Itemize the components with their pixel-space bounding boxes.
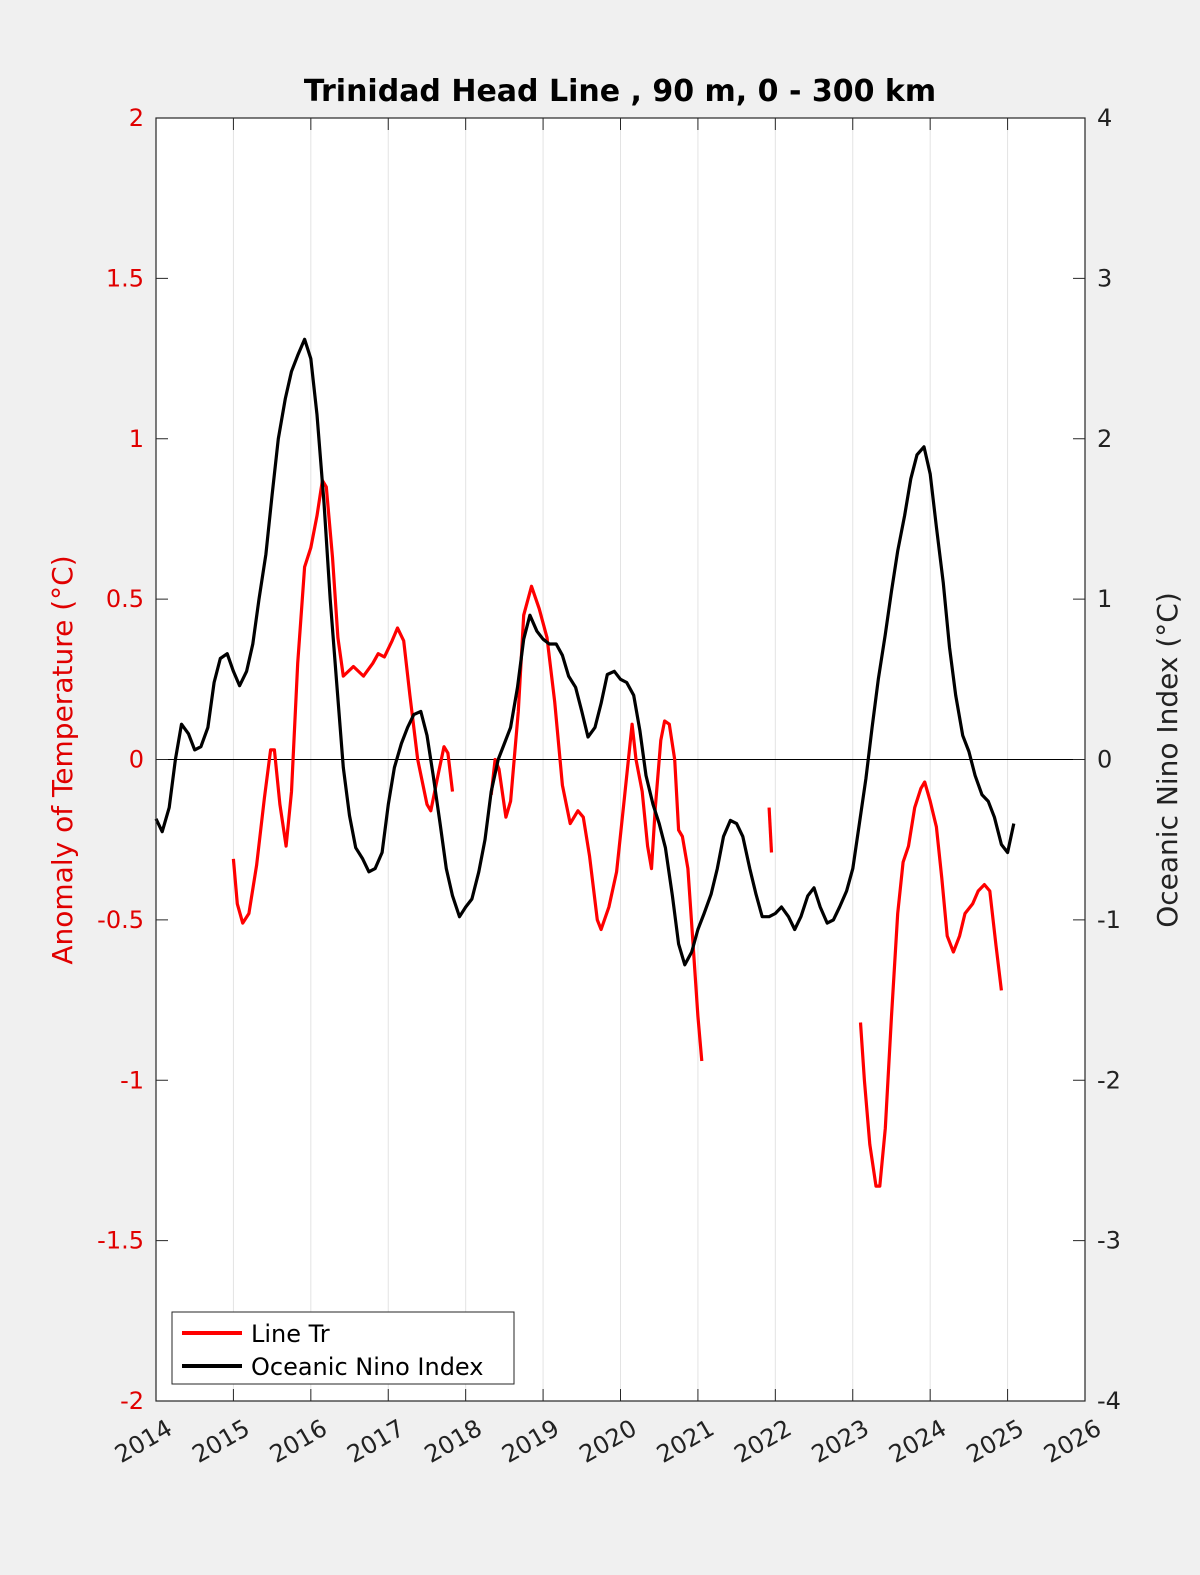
legend: Line Tr Oceanic Nino Index: [171, 1311, 515, 1385]
x-tick-label: 2014: [110, 1414, 177, 1469]
y-axis-right-label: Oceanic Nino Index (°C): [1151, 592, 1184, 928]
x-tick-label: 2025: [962, 1414, 1029, 1469]
x-tick-labels: 2014 2015 2016 2017 2018 2019 2020 2021 2022 2023…: [110, 1414, 1106, 1469]
y-left-tick-label: 0.5: [106, 585, 144, 613]
x-tick-label: 2018: [420, 1414, 487, 1469]
chart-title: Trinidad Head Line , 90 m, 0 - 300 km: [304, 74, 936, 109]
x-tick-label: 2026: [1039, 1414, 1106, 1469]
y-left-tick-label: 0: [129, 746, 144, 774]
line-tr-series: [767, 807, 774, 853]
x-tick-label: 2017: [342, 1414, 409, 1469]
oceanic-nino-index-series: [154, 337, 1016, 967]
y-right-tick-label: -4: [1097, 1387, 1121, 1415]
y-left-tick-label: 2: [129, 104, 144, 132]
y-right-tick-label: -1: [1097, 906, 1121, 934]
y-left-tick-labels: 2 1.5 1 0.5 0 -0.5 -1 -1.5 -2: [97, 104, 144, 1415]
x-tick-label: 2023: [807, 1414, 874, 1469]
x-tick-label: 2022: [729, 1414, 796, 1469]
x-tick-label: 2024: [884, 1414, 951, 1469]
y-right-tick-label: -3: [1097, 1227, 1121, 1255]
y-left-tick-label: -0.5: [97, 906, 144, 934]
y-right-tick-labels: 4 3 2 1 0 -1 -2 -3 -4: [1097, 104, 1121, 1415]
legend-box: [171, 1311, 515, 1385]
x-tick-label: 2016: [265, 1414, 332, 1469]
line-tr-series: [231, 478, 455, 925]
x-tick-label: 2019: [497, 1414, 564, 1469]
y-right-tick-label: 1: [1097, 585, 1112, 613]
y-left-tick-label: -1.5: [97, 1227, 144, 1255]
y-left-tick-label: -1: [120, 1066, 144, 1094]
x-tick-label: 2021: [652, 1414, 719, 1469]
tick-marks: [155, 117, 1086, 1402]
y-axis-left-label: Anomaly of Temperature (°C): [46, 555, 79, 964]
y-left-tick-label: -2: [120, 1387, 144, 1415]
y-left-tick-label: 1.5: [106, 264, 144, 292]
y-right-tick-label: 2: [1097, 425, 1112, 453]
series-layer: [154, 337, 1016, 1188]
line-tr-series: [489, 584, 704, 1062]
line-tr-series: [858, 780, 1003, 1188]
legend-label-line-tr: Line Tr: [251, 1320, 330, 1348]
legend-label-oni: Oceanic Nino Index: [251, 1353, 483, 1381]
y-right-tick-label: -2: [1097, 1066, 1121, 1094]
x-tick-label: 2015: [188, 1414, 255, 1469]
y-left-tick-label: 1: [129, 425, 144, 453]
x-tick-label: 2020: [575, 1414, 642, 1469]
y-right-tick-label: 3: [1097, 264, 1112, 292]
y-right-tick-label: 0: [1097, 746, 1112, 774]
y-right-tick-label: 4: [1097, 104, 1112, 132]
